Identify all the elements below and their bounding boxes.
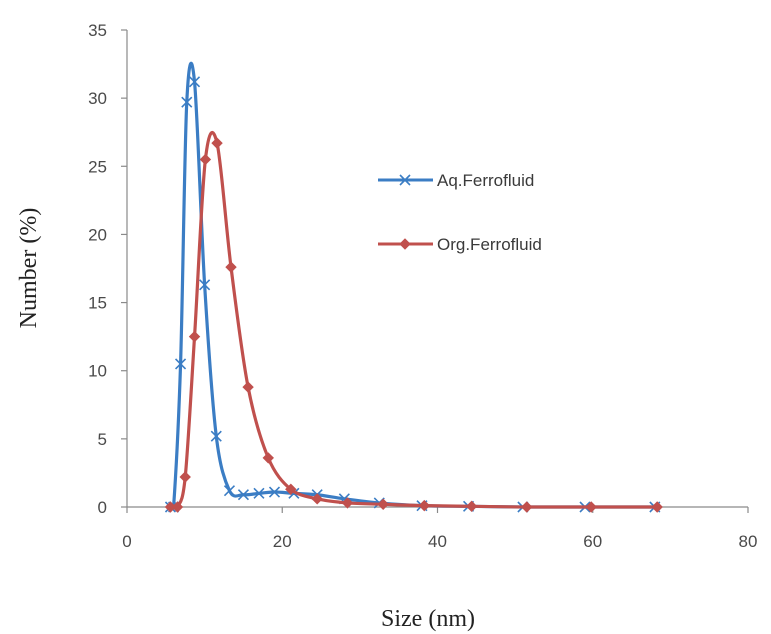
x-ticks: 0 20 40 60 80 — [122, 507, 757, 551]
legend-item: Org.Ferrofluid — [378, 235, 542, 254]
data-point — [181, 96, 193, 108]
data-point — [285, 483, 297, 495]
series-layer — [164, 61, 663, 513]
x-tick-label: 0 — [122, 532, 131, 551]
y-axis-title: Number (%) — [16, 208, 42, 329]
legend: Aq.Ferrofluid Org.Ferrofluid — [378, 171, 542, 254]
legend-label: Aq.Ferrofluid — [437, 171, 534, 190]
y-tick-label: 20 — [88, 225, 107, 244]
data-point — [223, 485, 236, 497]
legend-label: Org.Ferrofluid — [437, 235, 542, 254]
data-point — [311, 493, 323, 505]
y-tick-label: 15 — [88, 294, 107, 313]
y-tick-label: 0 — [98, 498, 107, 517]
data-point — [465, 500, 478, 513]
legend-item: Aq.Ferrofluid — [378, 171, 534, 190]
x-tick-label: 40 — [428, 532, 447, 551]
data-point — [341, 497, 354, 509]
y-tick-label: 10 — [88, 362, 107, 381]
data-point — [242, 381, 254, 393]
data-point — [268, 486, 281, 498]
legend-swatch-marker — [399, 238, 411, 250]
x-axis-title: Size (nm) — [381, 606, 475, 632]
data-point — [188, 76, 201, 88]
data-point — [237, 489, 250, 501]
data-point — [211, 137, 223, 149]
data-point — [585, 501, 597, 513]
data-point — [225, 261, 237, 273]
series-1 — [164, 61, 661, 513]
y-tick-label: 5 — [98, 430, 107, 449]
series-line — [168, 61, 657, 509]
data-point — [199, 279, 211, 291]
x-tick-label: 20 — [273, 532, 292, 551]
data-point — [418, 499, 431, 512]
plot-axes — [126, 30, 748, 508]
x-tick-label: 60 — [583, 532, 602, 551]
data-point — [199, 153, 212, 166]
data-point — [253, 487, 265, 499]
data-point — [521, 501, 533, 513]
x-tick-label: 80 — [739, 532, 758, 551]
data-point — [188, 330, 201, 343]
data-point — [262, 452, 274, 464]
y-tick-label: 30 — [88, 89, 107, 108]
series-line — [168, 130, 659, 509]
series-2 — [164, 130, 663, 513]
data-point — [171, 501, 184, 513]
legend-swatch-marker — [399, 174, 411, 186]
data-point — [210, 430, 222, 442]
data-point — [174, 358, 187, 370]
y-tick-label: 35 — [88, 21, 107, 40]
data-point — [377, 498, 389, 510]
data-point — [179, 471, 191, 483]
y-ticks: 0 5 10 15 20 25 30 35 — [88, 21, 127, 517]
y-tick-label: 25 — [88, 157, 107, 176]
data-point — [651, 501, 663, 513]
